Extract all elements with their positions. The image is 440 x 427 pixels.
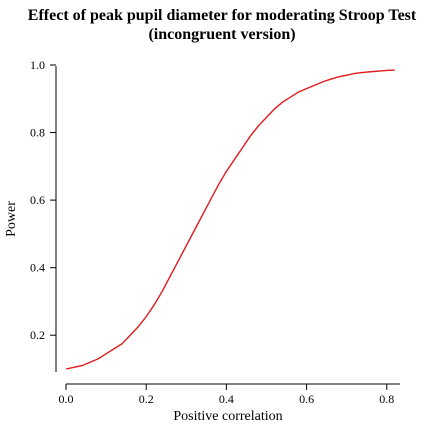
y-axis-label: Power (4, 201, 19, 237)
x-tick-label: 0.4 (219, 392, 234, 406)
y-tick-label: 1.0 (30, 58, 45, 72)
y-tick-label: 0.4 (30, 261, 45, 275)
x-ticks: 0.0 0.2 0.4 0.6 0.8 (59, 384, 394, 406)
y-tick-label: 0.2 (30, 328, 45, 342)
x-tick-label: 0.6 (299, 392, 314, 406)
axes (55, 66, 400, 385)
y-tick-label: 0.8 (30, 126, 45, 140)
y-ticks: 0.2 0.4 0.6 0.8 1.0 (30, 58, 56, 342)
chart-title-line-1: Effect of peak pupil diameter for modera… (28, 7, 417, 24)
y-tick-label: 0.6 (30, 193, 45, 207)
x-tick-label: 0.0 (59, 392, 74, 406)
power-curve-line (65, 69, 395, 370)
x-tick-label: 0.2 (139, 392, 154, 406)
x-tick-label: 0.8 (379, 392, 394, 406)
chart-title-line-2: (incongruent version) (148, 26, 295, 43)
x-axis-label: Positive correlation (173, 409, 282, 424)
